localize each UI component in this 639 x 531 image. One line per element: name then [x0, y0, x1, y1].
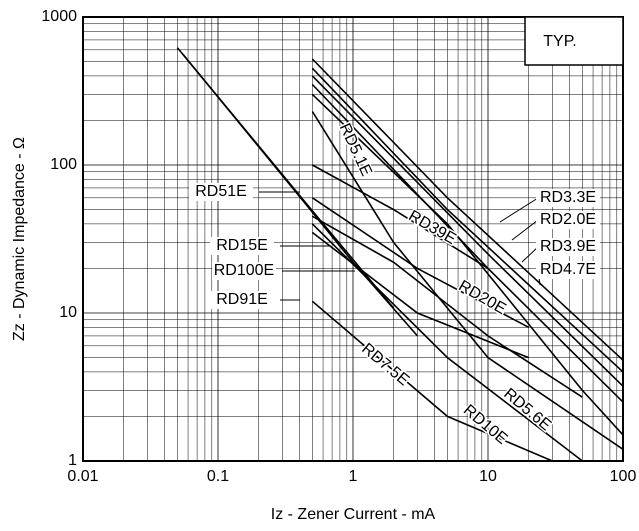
plot-frame: [82, 16, 624, 462]
curve: [311, 197, 529, 329]
series-label: RD91E: [216, 291, 268, 308]
series-label: RD15E: [216, 237, 268, 254]
label-bg: [212, 262, 276, 280]
curve: [311, 111, 624, 450]
leader-line: [521, 246, 539, 263]
annotation: TYP.: [543, 33, 577, 50]
curve: [311, 300, 553, 462]
label-bg: [189, 183, 253, 201]
series-label: RD3.3E: [540, 189, 596, 206]
x-axis-label: Iz - Zener Current - mA: [271, 506, 436, 523]
x-tick-label: 10: [479, 468, 497, 485]
curve: [311, 223, 583, 462]
series-label: RD7.5E: [358, 340, 412, 389]
series-label: RD2.0E: [540, 211, 596, 228]
y-tick-label: 1: [68, 452, 77, 469]
curve: [311, 75, 624, 387]
y-axis-label: Zz - Dynamic Impedance - Ω: [11, 137, 28, 341]
label-bg: [210, 237, 274, 255]
annotation-box: [524, 16, 624, 66]
leader-line: [499, 197, 539, 223]
curve: [312, 164, 489, 270]
curve: [311, 67, 624, 373]
x-tick-label: 1: [349, 468, 358, 485]
x-tick-label: 0.01: [67, 468, 98, 485]
series-label: RD20E: [456, 278, 509, 319]
curve: [182, 53, 419, 337]
y-tick-label: 10: [59, 304, 77, 321]
y-tick-label: 1000: [41, 8, 77, 25]
curve: [311, 58, 624, 361]
x-tick-label: 100: [610, 468, 637, 485]
label-bg: [536, 261, 600, 279]
series-label: RD5.6E: [500, 385, 554, 434]
label-bg: [536, 211, 600, 229]
series-label: RD4.7E: [540, 261, 596, 278]
leader-line: [511, 219, 539, 241]
y-tick-label: 100: [50, 156, 77, 173]
series-label: RD100E: [214, 262, 274, 279]
series-label: RD3.9E: [540, 238, 596, 255]
label-bg: [536, 238, 600, 256]
x-tick-label: 0.1: [207, 468, 229, 485]
curve: [311, 93, 624, 436]
series-label: RD51E: [195, 183, 247, 200]
series-label: RD5.1E: [336, 121, 375, 179]
label-bg: [536, 189, 600, 207]
label-bg: [210, 291, 274, 309]
